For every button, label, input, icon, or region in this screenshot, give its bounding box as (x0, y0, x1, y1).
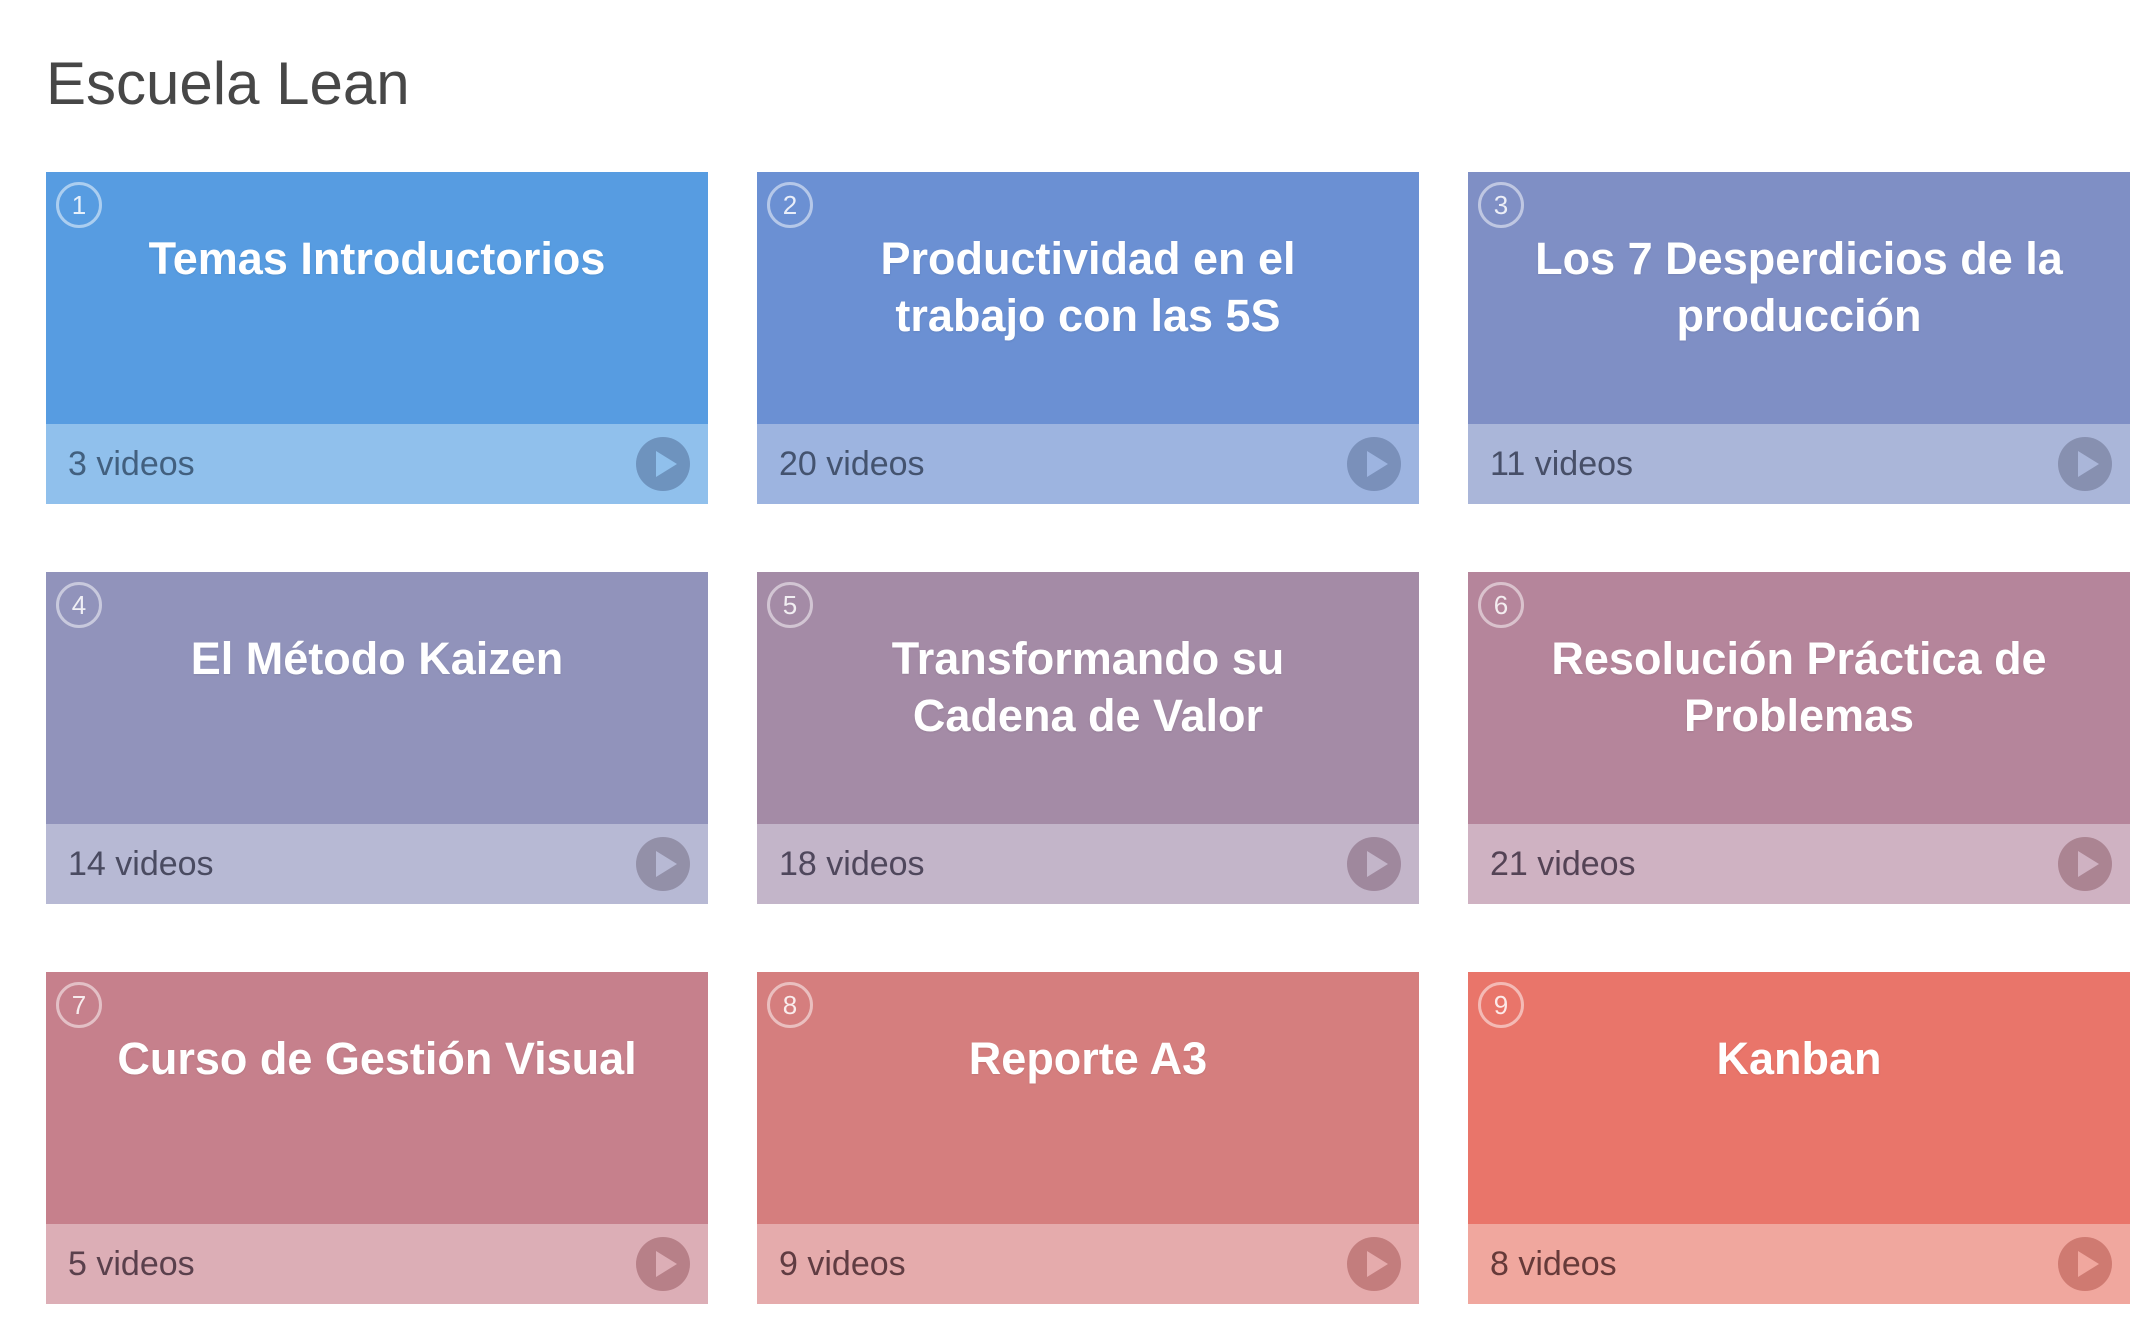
course-card-body: 7 Curso de Gestión Visual (46, 972, 708, 1224)
play-button[interactable] (2058, 1237, 2112, 1291)
course-card[interactable]: 3 Los 7 Desperdicios de la producción 11… (1468, 172, 2130, 504)
video-count-label: 3 videos (68, 444, 195, 483)
play-icon (655, 851, 677, 877)
course-title: Kanban (1716, 1033, 1882, 1084)
course-title: Productividad en el trabajo con las 5S (880, 233, 1296, 341)
course-card-body: 5 Transformando su Cadena de Valor (757, 572, 1419, 824)
course-title: Curso de Gestión Visual (117, 1033, 637, 1084)
course-card-footer: 3 videos (46, 424, 708, 504)
course-card[interactable]: 4 El Método Kaizen 14 videos (46, 572, 708, 904)
video-count-label: 14 videos (68, 844, 214, 883)
course-card-footer: 5 videos (46, 1224, 708, 1304)
play-button[interactable] (636, 1237, 690, 1291)
play-icon (2077, 1251, 2099, 1277)
course-card-footer: 11 videos (1468, 424, 2130, 504)
play-button[interactable] (2058, 837, 2112, 891)
course-card-footer: 14 videos (46, 824, 708, 904)
card-number: 2 (782, 189, 798, 220)
card-number-badge: 5 (767, 582, 813, 628)
play-icon (2077, 451, 2099, 477)
play-button[interactable] (636, 837, 690, 891)
video-count-label: 21 videos (1490, 844, 1636, 883)
course-card-footer: 21 videos (1468, 824, 2130, 904)
course-card[interactable]: 9 Kanban 8 videos (1468, 972, 2130, 1304)
course-card[interactable]: 8 Reporte A3 9 videos (757, 972, 1419, 1304)
course-card[interactable]: 1 Temas Introductorios 3 videos (46, 172, 708, 504)
course-card-footer: 18 videos (757, 824, 1419, 904)
course-card[interactable]: 2 Productividad en el trabajo con las 5S… (757, 172, 1419, 504)
card-number: 6 (1493, 589, 1509, 620)
play-icon (2077, 851, 2099, 877)
course-card-body: 8 Reporte A3 (757, 972, 1419, 1224)
play-icon (655, 451, 677, 477)
play-icon (1366, 851, 1388, 877)
card-number-badge: 3 (1478, 182, 1524, 228)
play-button[interactable] (2058, 437, 2112, 491)
course-card-footer: 20 videos (757, 424, 1419, 504)
course-card-footer: 9 videos (757, 1224, 1419, 1304)
video-count-label: 20 videos (779, 444, 925, 483)
course-card[interactable]: 7 Curso de Gestión Visual 5 videos (46, 972, 708, 1304)
course-card[interactable]: 5 Transformando su Cadena de Valor 18 vi… (757, 572, 1419, 904)
card-number-badge: 8 (767, 982, 813, 1028)
card-number-badge: 7 (56, 982, 102, 1028)
video-count-label: 18 videos (779, 844, 925, 883)
course-card-body: 9 Kanban (1468, 972, 2130, 1224)
course-title: Los 7 Desperdicios de la producción (1535, 233, 2063, 341)
course-card-body: 2 Productividad en el trabajo con las 5S (757, 172, 1419, 424)
course-title: Transformando su Cadena de Valor (891, 633, 1285, 741)
card-number: 5 (782, 589, 798, 620)
course-card-body: 3 Los 7 Desperdicios de la producción (1468, 172, 2130, 424)
course-card[interactable]: 6 Resolución Práctica de Problemas 21 vi… (1468, 572, 2130, 904)
card-number-badge: 6 (1478, 582, 1524, 628)
video-count-label: 8 videos (1490, 1244, 1617, 1283)
card-number-badge: 9 (1478, 982, 1524, 1028)
video-count-label: 9 videos (779, 1244, 906, 1283)
play-icon (655, 1251, 677, 1277)
play-button[interactable] (1347, 837, 1401, 891)
course-card-body: 6 Resolución Práctica de Problemas (1468, 572, 2130, 824)
card-number-badge: 2 (767, 182, 813, 228)
card-number: 8 (782, 989, 798, 1020)
card-number: 9 (1493, 989, 1509, 1020)
card-number-badge: 4 (56, 582, 102, 628)
card-number: 3 (1493, 189, 1509, 220)
play-icon (1366, 451, 1388, 477)
page-title: Escuela Lean (46, 50, 410, 117)
play-button[interactable] (636, 437, 690, 491)
card-number: 7 (71, 989, 87, 1020)
course-card-footer: 8 videos (1468, 1224, 2130, 1304)
course-card-grid: 1 Temas Introductorios 3 videos 2 Produc… (46, 172, 2130, 1304)
course-title: Reporte A3 (968, 1033, 1208, 1084)
course-title: Temas Introductorios (148, 233, 606, 284)
play-icon (1366, 1251, 1388, 1277)
course-title: El Método Kaizen (190, 633, 564, 684)
card-number: 4 (71, 589, 87, 620)
play-button[interactable] (1347, 437, 1401, 491)
course-title: Resolución Práctica de Problemas (1551, 633, 2047, 741)
video-count-label: 5 videos (68, 1244, 195, 1283)
card-number-badge: 1 (56, 182, 102, 228)
video-count-label: 11 videos (1490, 444, 1634, 483)
course-card-body: 1 Temas Introductorios (46, 172, 708, 424)
course-card-body: 4 El Método Kaizen (46, 572, 708, 824)
play-button[interactable] (1347, 1237, 1401, 1291)
card-number: 1 (71, 189, 87, 220)
